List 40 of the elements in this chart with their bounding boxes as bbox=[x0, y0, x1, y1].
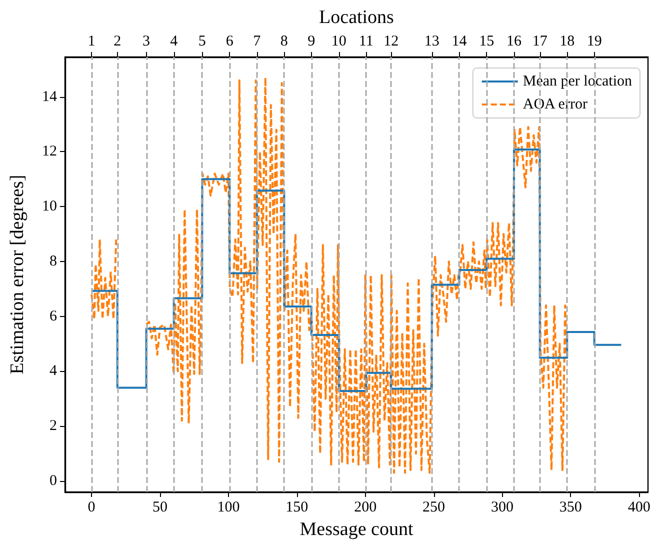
legend-label: AOA error bbox=[522, 96, 588, 112]
y-tick-label: 12 bbox=[42, 144, 57, 160]
text: 4 bbox=[170, 34, 178, 50]
x-tick-label: 400 bbox=[628, 500, 650, 516]
y-axis-title: Estimation error [degrees] bbox=[7, 174, 28, 374]
text: 14 bbox=[452, 34, 468, 50]
text: 16 bbox=[506, 34, 522, 50]
x-tick-label: 300 bbox=[490, 500, 514, 516]
text: 19 bbox=[586, 34, 602, 50]
x-tick-label: 250 bbox=[422, 500, 446, 516]
x-tick-label: 350 bbox=[559, 500, 582, 516]
y-tick-label: 2 bbox=[50, 418, 57, 434]
text: 18 bbox=[560, 34, 575, 50]
y-tick-label: 4 bbox=[50, 363, 58, 380]
y-tick-label: 0 bbox=[50, 473, 57, 490]
text: 7 bbox=[253, 34, 262, 50]
x-tick-label: 100 bbox=[217, 500, 240, 516]
text: 13 bbox=[424, 34, 440, 50]
x-tick-label: 150 bbox=[286, 500, 308, 516]
text: 9 bbox=[308, 34, 316, 50]
text: 11 bbox=[358, 34, 374, 50]
text: 5 bbox=[198, 34, 206, 50]
text: 10 bbox=[331, 34, 346, 50]
x-tick-label: 0 bbox=[88, 500, 96, 516]
text: 17 bbox=[532, 34, 548, 50]
text: 6 bbox=[226, 34, 234, 50]
x-tick-label: 50 bbox=[152, 500, 168, 516]
x2-axis-title: Locations bbox=[319, 7, 394, 28]
y-tick-label: 10 bbox=[42, 198, 57, 215]
text: 12 bbox=[384, 34, 399, 50]
text: 8 bbox=[280, 34, 288, 50]
text: 3 bbox=[142, 34, 150, 50]
text: 2 bbox=[114, 34, 122, 50]
x-axis-title: Message count bbox=[300, 519, 414, 540]
y-tick-label: 8 bbox=[50, 253, 57, 270]
text: 1 bbox=[88, 34, 96, 50]
text: 15 bbox=[479, 34, 494, 50]
y-tick-label: 14 bbox=[42, 88, 58, 105]
y-tick-label: 6 bbox=[50, 308, 58, 324]
x-tick-label: 200 bbox=[354, 500, 377, 516]
